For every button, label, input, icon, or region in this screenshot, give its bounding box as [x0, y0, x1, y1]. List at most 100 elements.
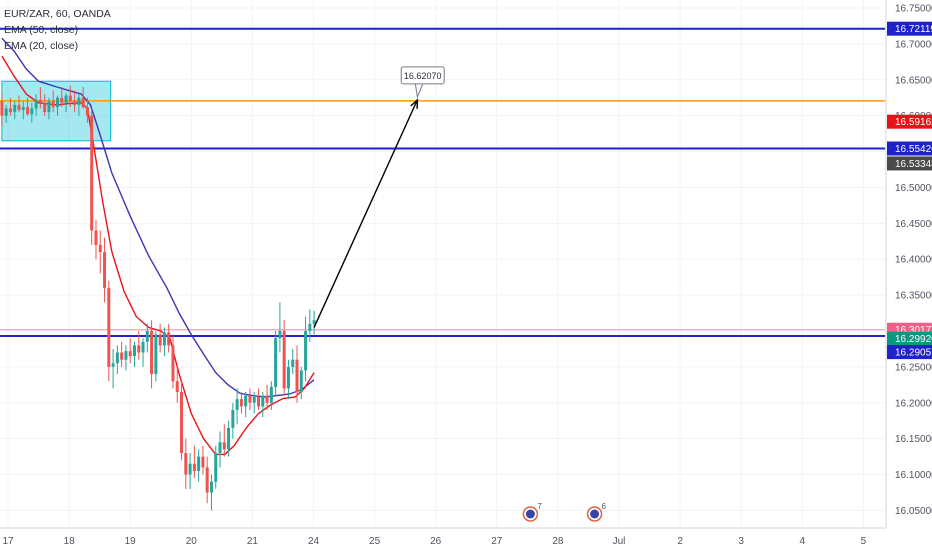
candle-body — [192, 463, 196, 471]
candle-body — [17, 104, 21, 110]
candle-body — [218, 442, 222, 453]
candle — [120, 341, 124, 367]
price-callout[interactable]: 16.62070 — [400, 66, 445, 99]
time-tick-label: 2 — [677, 536, 683, 547]
time-tick-label: 26 — [430, 536, 442, 547]
price-axis[interactable]: 16.7500016.7000016.6500016.6000016.55000… — [885, 0, 932, 550]
candle — [222, 424, 226, 457]
time-tick-label: Jul — [613, 536, 626, 547]
candle-body — [90, 115, 94, 231]
price-tick-label: 16.20000 — [895, 398, 932, 409]
candle — [197, 449, 201, 482]
price-tag-label: 16.30177 — [895, 325, 932, 336]
candle-body — [269, 386, 273, 403]
price-tick-label: 16.70000 — [895, 39, 932, 50]
candle-body — [115, 352, 119, 364]
candle — [269, 381, 273, 410]
projection-arrow[interactable] — [313, 98, 419, 328]
candle-body — [34, 99, 38, 109]
candle — [162, 327, 166, 357]
price-tick-label: 16.10000 — [895, 470, 932, 481]
arrow-shaft — [313, 99, 419, 328]
candle — [150, 320, 154, 389]
candle-body — [103, 252, 107, 288]
time-axis-bg — [0, 528, 932, 550]
price-tick-label: 16.40000 — [895, 255, 932, 266]
price-tick-label: 16.50000 — [895, 183, 932, 194]
candle — [51, 90, 55, 113]
event-marker-globe-icon — [590, 509, 600, 519]
candle-body — [312, 320, 316, 324]
candle-body — [73, 101, 77, 105]
candle-body — [175, 381, 179, 392]
candle-body — [55, 97, 59, 108]
time-tick-label: 27 — [491, 536, 503, 547]
candle-body — [299, 370, 303, 392]
candle-body — [197, 456, 201, 471]
candle-body — [154, 334, 158, 375]
price-tick-label: 16.65000 — [895, 75, 932, 86]
candle — [304, 316, 308, 382]
price-tick-label: 16.25000 — [895, 362, 932, 373]
price-tag: 16.55426 — [887, 141, 932, 156]
price-tag: 16.29920 — [887, 331, 932, 346]
candle-body — [222, 442, 226, 450]
ema50-path — [1, 37, 315, 398]
candle — [261, 391, 265, 418]
time-axis[interactable]: 17 18 19 20 21 24 25 26 27 28 Jul 2 3 4 5 — [0, 527, 932, 550]
price-tag-bg — [887, 331, 932, 346]
range-rectangle[interactable] — [1, 80, 112, 142]
price-tag-label: 16.72119 — [895, 24, 932, 35]
candle — [124, 345, 128, 371]
candle-body — [209, 481, 213, 493]
candle — [214, 445, 218, 489]
candle-body — [274, 338, 278, 387]
candle — [218, 431, 222, 468]
candle-body — [235, 399, 239, 410]
event-marker-count: 6 — [602, 502, 607, 511]
candle-body — [4, 108, 8, 116]
price-tag: 16.29057 — [887, 345, 932, 360]
candle — [282, 320, 286, 396]
candle-body — [291, 359, 295, 367]
callout-pointer — [414, 82, 424, 99]
candle-body — [188, 463, 192, 475]
price-tick-label: 16.45000 — [895, 219, 932, 230]
candle — [248, 388, 252, 410]
candle-body — [244, 395, 248, 407]
candle — [85, 97, 89, 123]
candle — [107, 280, 111, 382]
legend-symbol: EUR/ZAR, 60, OANDA — [4, 8, 111, 20]
candle-body — [167, 332, 171, 346]
candle — [103, 237, 107, 303]
candle-body — [43, 102, 47, 113]
event-marker-globe-icon — [525, 509, 535, 519]
horizontal-lines[interactable] — [0, 27, 885, 338]
candle — [235, 388, 239, 425]
candle-body — [0, 101, 4, 116]
candle — [227, 420, 231, 457]
candle — [47, 97, 51, 120]
price-tag-label: 16.59162 — [895, 117, 932, 128]
candle — [184, 438, 188, 489]
candle-body — [184, 452, 188, 475]
callout-box — [400, 66, 445, 85]
ema50-line — [1, 37, 315, 398]
candle — [295, 345, 299, 403]
candle-body — [30, 108, 34, 115]
candle — [278, 302, 282, 353]
price-tag: 16.53348 — [887, 156, 932, 171]
candle-body — [205, 467, 209, 493]
candle-body — [120, 352, 124, 360]
candle-body — [38, 99, 42, 103]
candle — [30, 102, 34, 123]
candle — [291, 348, 295, 375]
candle-body — [51, 101, 55, 108]
candle-body — [239, 399, 243, 407]
candle — [205, 456, 209, 504]
time-tick-label: 28 — [552, 536, 564, 547]
candle-body — [21, 107, 25, 110]
arrow-head — [410, 98, 419, 109]
